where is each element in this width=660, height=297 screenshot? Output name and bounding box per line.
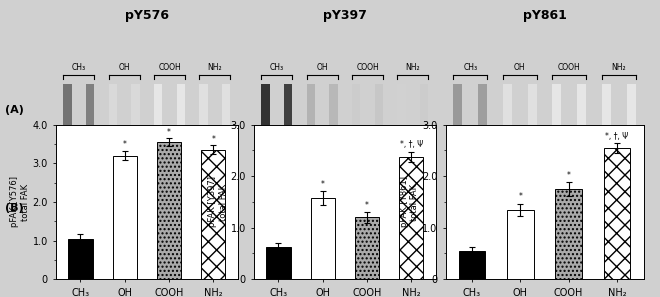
Text: *: * xyxy=(365,201,369,210)
Bar xyxy=(528,84,537,127)
Y-axis label: pFAK [Y861]
total FAK: pFAK [Y861] total FAK xyxy=(399,176,419,228)
Bar xyxy=(397,84,406,127)
Text: pY397: pY397 xyxy=(323,9,367,22)
Bar xyxy=(552,84,561,127)
Text: CH₃: CH₃ xyxy=(463,63,477,72)
Bar xyxy=(284,84,292,127)
Text: COOH: COOH xyxy=(158,63,181,72)
Bar xyxy=(627,84,636,127)
Bar xyxy=(63,84,71,127)
Text: COOH: COOH xyxy=(356,63,379,72)
Bar xyxy=(329,84,338,127)
Bar xyxy=(555,189,582,279)
Text: OH: OH xyxy=(514,63,525,72)
Text: NH₂: NH₂ xyxy=(406,63,420,72)
Bar xyxy=(311,198,335,279)
Bar xyxy=(154,84,162,127)
Bar xyxy=(507,210,534,279)
Bar xyxy=(201,150,226,279)
Y-axis label: pFAK [Y397]
total FAK: pFAK [Y397] total FAK xyxy=(208,176,228,228)
Text: *: * xyxy=(567,171,571,180)
Bar xyxy=(131,84,140,127)
Bar xyxy=(399,157,424,279)
Text: NH₂: NH₂ xyxy=(611,63,626,72)
Bar xyxy=(503,84,512,127)
Bar xyxy=(86,84,94,127)
Text: *: * xyxy=(518,192,522,201)
Text: CH₃: CH₃ xyxy=(72,63,86,72)
Bar xyxy=(459,251,485,279)
Bar xyxy=(261,84,269,127)
Bar xyxy=(352,84,360,127)
Bar xyxy=(577,84,586,127)
Text: CH₃: CH₃ xyxy=(270,63,284,72)
Text: (A): (A) xyxy=(5,105,24,115)
Bar xyxy=(68,239,92,279)
Bar xyxy=(199,84,208,127)
Bar xyxy=(113,156,137,279)
Bar xyxy=(266,247,290,279)
Text: *: * xyxy=(123,140,127,149)
Bar xyxy=(604,148,630,279)
Bar xyxy=(375,84,383,127)
Bar xyxy=(222,84,230,127)
Text: OH: OH xyxy=(316,63,328,72)
Text: *, †, Ψ: *, †, Ψ xyxy=(605,132,628,141)
Text: NH₂: NH₂ xyxy=(208,63,222,72)
Text: pY576: pY576 xyxy=(125,9,169,22)
Bar xyxy=(157,142,181,279)
Text: *, †, Ψ: *, †, Ψ xyxy=(400,140,423,149)
Text: OH: OH xyxy=(118,63,130,72)
Text: pY861: pY861 xyxy=(523,9,566,22)
Bar xyxy=(478,84,487,127)
Bar xyxy=(177,84,185,127)
Text: (B): (B) xyxy=(5,203,24,213)
Bar xyxy=(420,84,428,127)
Bar xyxy=(307,84,315,127)
Text: *: * xyxy=(321,180,325,189)
Text: COOH: COOH xyxy=(558,63,581,72)
Bar xyxy=(453,84,463,127)
Bar xyxy=(109,84,117,127)
Text: *: * xyxy=(167,128,171,137)
Bar xyxy=(355,217,379,279)
Y-axis label: pFAK [Y576]
total FAK: pFAK [Y576] total FAK xyxy=(10,176,30,228)
Bar xyxy=(602,84,611,127)
Text: *: * xyxy=(211,135,215,144)
